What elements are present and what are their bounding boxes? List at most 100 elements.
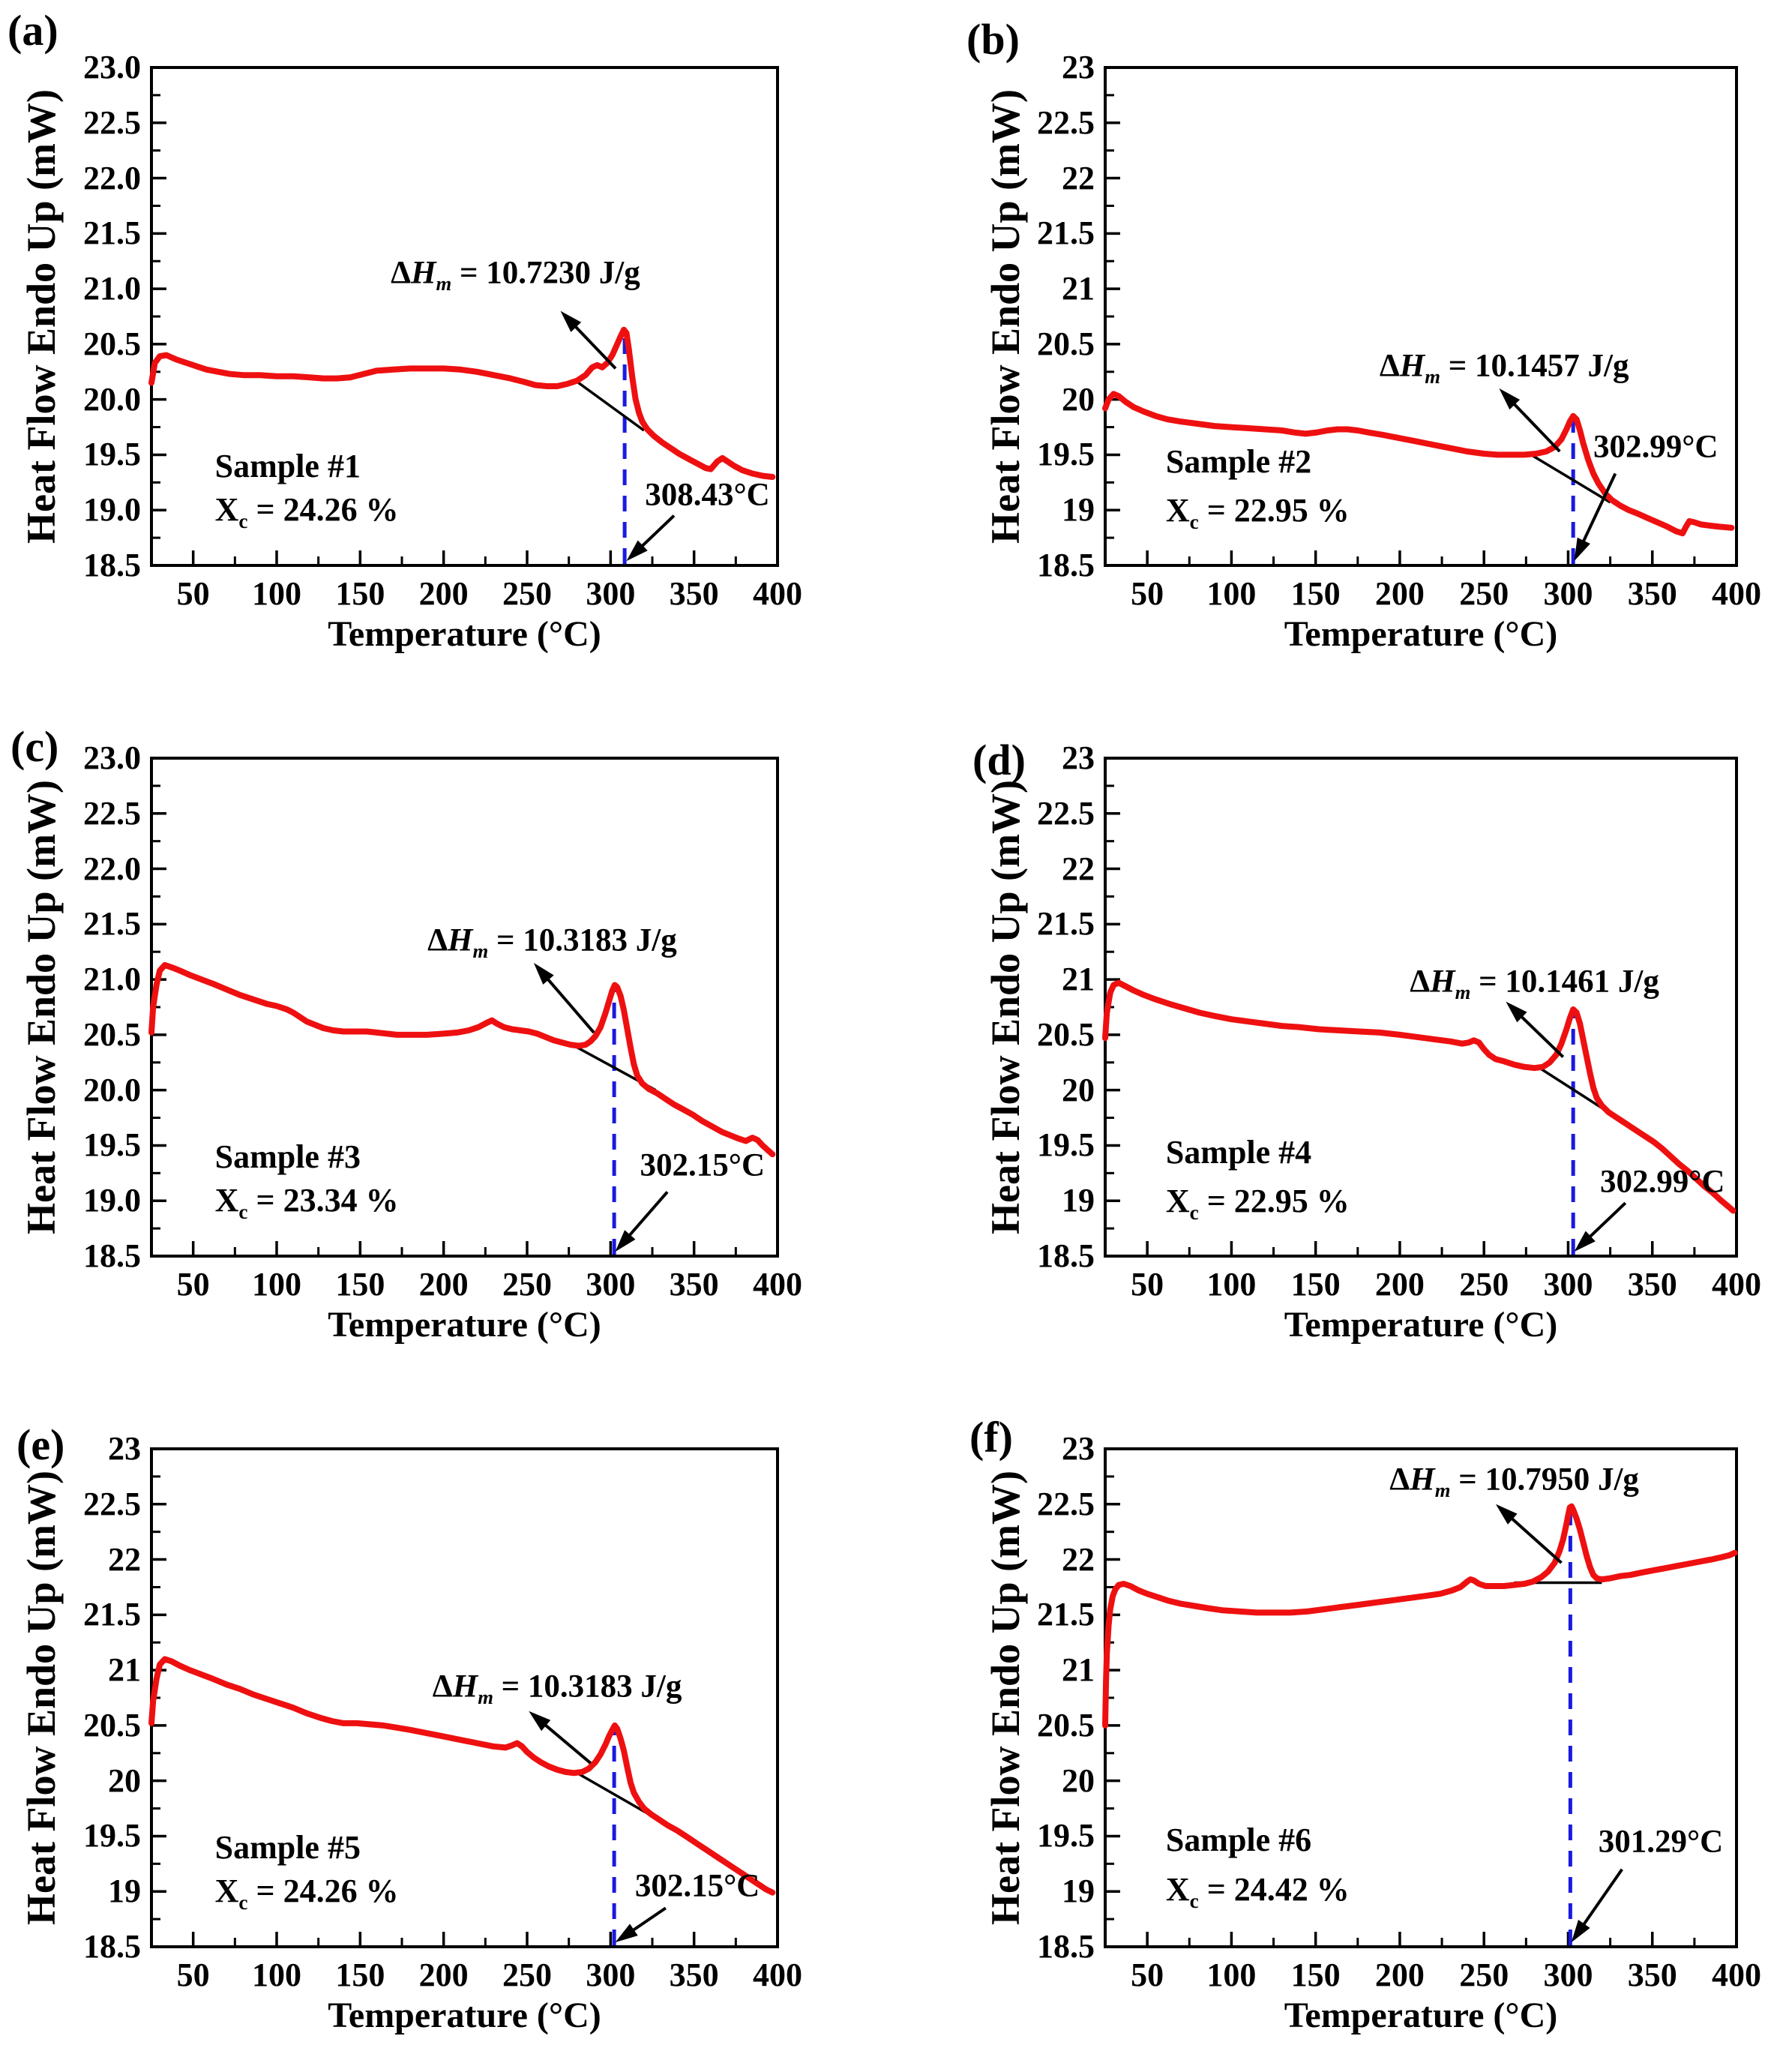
dsc-curve [148,326,776,480]
y-tick-label: 21.5 [83,214,141,252]
enthalpy-label: ΔHm = 10.3183 J/g [427,922,677,961]
x-tick-label: 400 [1712,1266,1761,1303]
y-tick-label: 21 [1062,961,1095,998]
y-tick-label: 22.5 [1037,1485,1095,1522]
enthalpy-value: = 10.3183 J/g [488,922,677,958]
sample-name: Sample #4 [1165,1134,1312,1171]
y-tick-label: 19 [1062,1182,1095,1219]
x-tick-label: 300 [1543,1266,1593,1303]
y-tick-label: 20 [1062,1071,1095,1108]
sample-name: Sample #1 [214,448,361,485]
x-axis-title: Temperature (°C) [1284,1305,1558,1345]
crystallinity-label: Xc = 22.95 % [1166,1183,1350,1223]
x-tick-label: 200 [418,1957,469,1993]
enthalpy-arrow [560,310,617,370]
y-tick-label: 22 [108,1540,141,1578]
x-axis-title: Temperature (°C) [328,1305,601,1345]
axis-ticks [151,66,779,567]
enthalpy-arrow [1506,1001,1565,1058]
crystallinity-label: Xc = 24.26 % [214,490,399,531]
sample-name: Sample #3 [214,1138,361,1176]
enthalpy-subscript: m [436,272,452,295]
y-tick-label: 22.5 [83,1485,141,1522]
xc-subscript: c [1189,1890,1199,1913]
plot-area-d [1102,757,1738,1258]
panel-letter: (c) [10,722,59,771]
y-tick-label: 22.5 [1037,794,1095,832]
crystallinity-label: Xc = 23.34 % [215,1181,399,1222]
y-tick-label: 18.5 [1037,547,1095,583]
x-tick-label: 50 [176,1266,210,1303]
y-tick-label: 22.5 [83,103,141,141]
peak-temperature-label: 302.99°C [1593,429,1719,465]
enthalpy-symbol: H [1430,964,1455,1000]
y-tick-label: 21.0 [83,961,141,998]
peak-temperature-label: 302.15°C [640,1147,766,1183]
y-tick-label: 21 [1062,1651,1095,1689]
x-tick-label: 350 [1627,575,1677,612]
y-tick-label: 19.5 [83,1817,141,1855]
axis-ticks [151,1447,779,1948]
x-tick-label: 400 [1712,575,1761,612]
y-tick-label: 21.5 [1037,1596,1095,1633]
x-tick-label: 100 [252,1957,301,1993]
peak-temperature-label: 302.99°C [1599,1164,1725,1200]
xc-value: = 23.34 % [247,1181,399,1219]
y-tick-label: 23 [108,1430,141,1467]
panel-letter: (b) [966,15,1020,64]
x-tick-label: 50 [1131,1266,1164,1303]
axis-ticks [151,757,779,1258]
x-axis-title: Temperature (°C) [1284,614,1558,654]
dsc-curve [1102,391,1735,537]
enthalpy-subscript: m [478,1686,493,1709]
enthalpy-subscript: m [1455,981,1471,1004]
panel-a: (a) Heat Flow Endo Up (mW) Temperature (°C… [0,0,886,691]
x-tick-label: 300 [1543,575,1593,612]
crystallinity-label: Xc = 24.42 % [1165,1871,1350,1912]
x-tick-label: 350 [1627,1957,1677,1993]
x-tick-label: 200 [1374,575,1425,612]
peak-temperature-label: 302.15°C [634,1868,760,1904]
xc-symbol: X [214,490,239,528]
enthalpy-arrow [529,1711,592,1765]
y-axis-title: Heat Flow Endo Up (mW) [983,1471,1028,1925]
y-tick-label: 21.5 [1037,214,1095,252]
enthalpy-arrow [1495,1504,1563,1564]
x-tick-label: 350 [669,1266,719,1303]
enthalpy-value: = 10.1461 J/g [1470,964,1659,1000]
y-tick-label: 21.0 [83,270,141,307]
panel-letter: (d) [972,736,1026,784]
y-tick-label: 22.5 [1037,103,1095,141]
x-tick-label: 400 [753,1957,802,1993]
delta-symbol: Δ [391,255,412,291]
enthalpy-label: ΔHm = 10.7950 J/g [1389,1464,1639,1501]
x-tick-label: 250 [1459,1957,1509,1993]
integration-baseline [1539,1066,1606,1111]
y-tick-label: 19.0 [83,1182,141,1219]
y-tick-label: 21.5 [1037,905,1095,943]
y-tick-label: 18.5 [1037,1928,1095,1965]
xc-value: = 24.26 % [247,490,399,528]
panel-letter: (f) [969,1413,1013,1462]
x-tick-label: 50 [176,1957,210,1993]
x-axis-title: Temperature (°C) [328,1996,601,2035]
enthalpy-label: ΔHm = 10.3183 J/g [432,1669,682,1708]
y-tick-label: 21 [1062,270,1095,307]
xc-symbol: X [1165,492,1190,529]
y-tick-label: 23.0 [83,739,141,776]
plot-area-f [1102,1447,1738,1948]
xc-subscript: c [1189,510,1199,533]
xc-symbol: X [1165,1871,1190,1909]
y-axis-title: Heat Flow Endo Up (mW) [19,780,64,1234]
panel-d: (d) Heat Flow Endo Up (mW) Temperature (°C… [886,691,1771,1381]
peak-temperature-arrow [615,1906,667,1943]
x-tick-label: 150 [1290,1266,1341,1303]
xc-value: = 22.95 % [1198,1183,1350,1220]
delta-symbol: Δ [432,1669,453,1705]
dsc-curve [1102,1503,1738,1729]
x-tick-label: 100 [1206,1266,1257,1303]
x-tick-label: 200 [418,1266,469,1303]
xc-value: = 22.95 % [1198,492,1350,529]
enthalpy-label: ΔHm = 10.1461 J/g [1410,964,1659,1003]
